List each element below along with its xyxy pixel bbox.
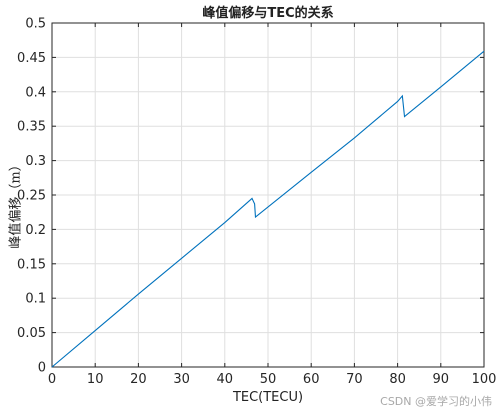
y-tick-label: 0.25 [17, 189, 46, 204]
y-tick-label: 0.1 [25, 292, 46, 307]
y-tick-label: 0.3 [25, 154, 46, 169]
ticks: 0 10 20 30 40 50 60 70 80 90 100 0 0.05 0.1 0.15 0.2 0.2… [17, 17, 496, 388]
x-tick-label: 20 [130, 372, 147, 387]
y-tick-label: 0.15 [17, 257, 46, 272]
watermark: CSDN @爱学习的小伟 [380, 395, 492, 408]
x-tick-label: 80 [389, 372, 406, 387]
y-tick-label: 0.2 [25, 223, 46, 238]
y-tick-label: 0.5 [25, 17, 46, 32]
x-tick-label: 0 [48, 372, 56, 387]
x-tick-label: 70 [346, 372, 363, 387]
y-tick-label: 0.4 [25, 85, 46, 100]
grid [51, 22, 485, 368]
y-tick-label: 0.45 [17, 51, 46, 66]
series-line [51, 50, 485, 368]
x-tick-label: 30 [173, 372, 190, 387]
chart-title: 峰值偏移与TEC的关系 [202, 6, 334, 21]
y-tick-label: 0.35 [17, 120, 46, 135]
y-tick-label: 0.05 [17, 326, 46, 341]
x-tick-label: 10 [87, 372, 104, 387]
x-axis-label: TEC(TECU) [232, 390, 304, 405]
x-tick-label: 50 [260, 372, 277, 387]
x-tick-label: 60 [303, 372, 320, 387]
x-tick-label: 40 [217, 372, 234, 387]
x-tick-label: 100 [472, 372, 497, 387]
x-tick-label: 90 [433, 372, 450, 387]
y-tick-label: 0 [38, 361, 46, 376]
